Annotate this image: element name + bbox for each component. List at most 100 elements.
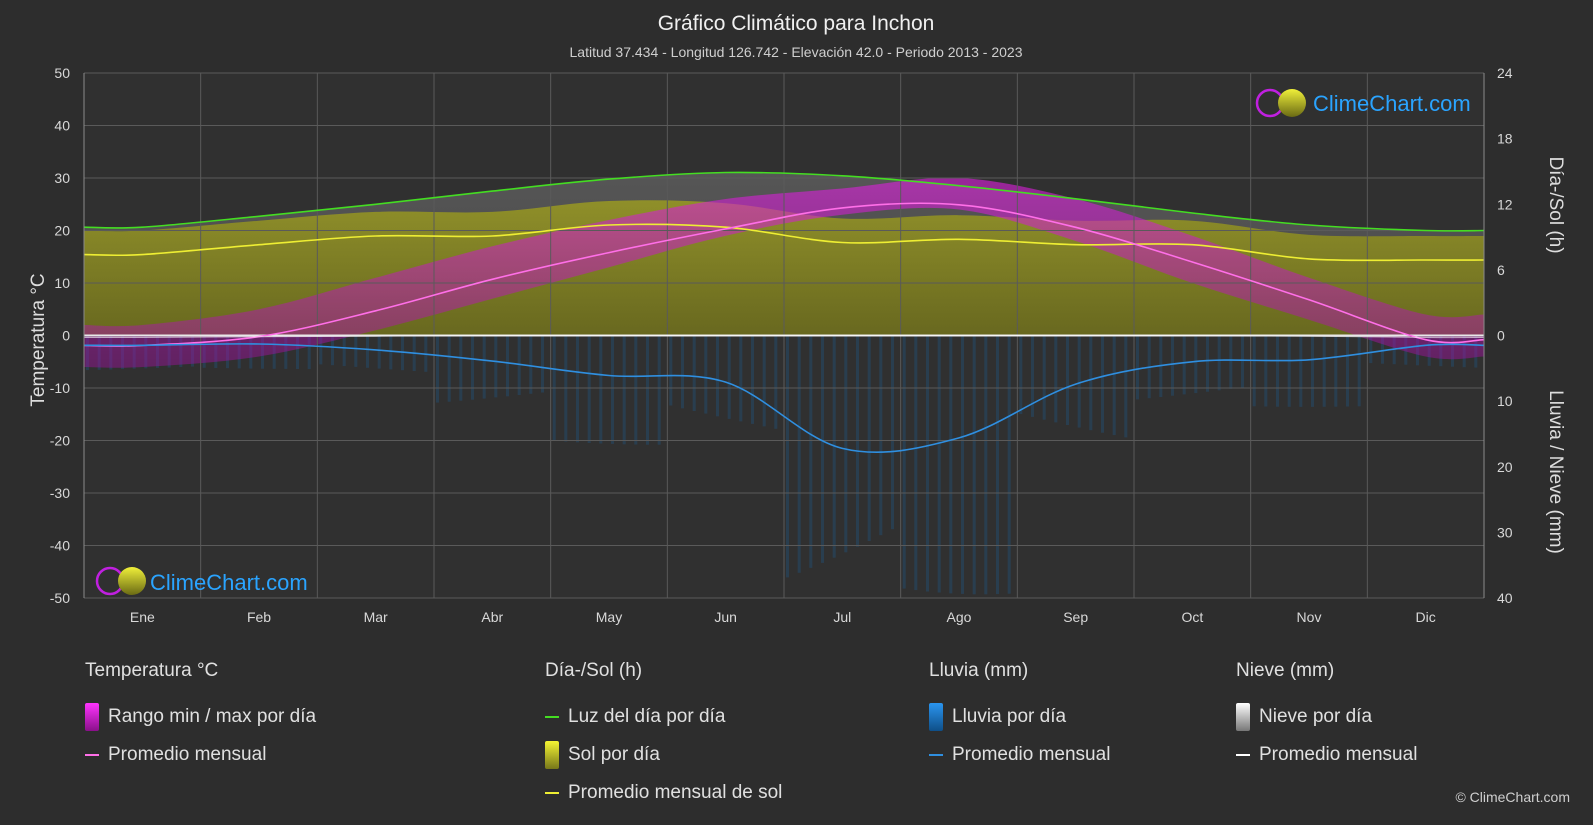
rain-day-bar bbox=[599, 335, 603, 444]
rain-day-bar bbox=[751, 335, 754, 424]
rain-day-bar bbox=[634, 335, 638, 445]
rain-day-bar bbox=[1217, 335, 1221, 391]
rain-day-bar bbox=[739, 335, 743, 422]
rain-day-bar bbox=[517, 335, 521, 395]
snow-avg-line bbox=[83, 334, 1485, 339]
logo-sun-icon bbox=[1278, 89, 1306, 117]
rain-day-bar bbox=[1182, 335, 1186, 395]
legend-item-rain-avg: Promedio mensual bbox=[929, 736, 1110, 774]
y-axis-right-top-label: Día-/Sol (h) bbox=[1545, 156, 1566, 253]
rain-day-bar bbox=[961, 335, 964, 594]
rain-day-bar bbox=[1042, 335, 1046, 420]
x-tick-month: Nov bbox=[1297, 609, 1322, 625]
y-axis-right-bottom-label: Lluvia / Nieve (mm) bbox=[1545, 390, 1566, 554]
rain-day-bar bbox=[949, 335, 953, 594]
rain-day-bar bbox=[342, 335, 346, 367]
rain-day-bar bbox=[622, 335, 626, 445]
rain-day-bar bbox=[436, 335, 439, 403]
rain-day-bar bbox=[657, 335, 661, 445]
sunshine-avg-line bbox=[83, 223, 1485, 262]
rain-day-bar bbox=[821, 335, 824, 563]
y-tick-left: 30 bbox=[54, 170, 70, 186]
legend-sun-title: Día-/Sol (h) bbox=[545, 660, 643, 681]
rain-day-bar bbox=[1101, 335, 1104, 433]
rain-day-bar bbox=[1019, 335, 1023, 415]
y-tick-right-hours: 12 bbox=[1497, 196, 1513, 212]
x-tick-month: Dic bbox=[1416, 609, 1436, 625]
rain-day-bar bbox=[902, 335, 906, 589]
rain-day-bar bbox=[1089, 335, 1093, 431]
y-tick-right-mm: 30 bbox=[1497, 524, 1513, 540]
legend-rain: Lluvia (mm) Lluvia por día Promedio mens… bbox=[929, 660, 1110, 774]
rain-day-bar bbox=[366, 335, 369, 368]
rain-day-bar bbox=[1346, 335, 1349, 407]
rain-day-bar bbox=[564, 335, 568, 442]
rain-day-bar bbox=[1054, 335, 1058, 423]
legend-label: Rango min / max por día bbox=[108, 706, 317, 727]
rain-day-bar bbox=[1066, 335, 1069, 425]
rain-day-bar bbox=[1264, 335, 1268, 407]
x-tick-month: Abr bbox=[481, 609, 503, 625]
rain-day-bar bbox=[296, 335, 299, 369]
temp-range-swatch bbox=[85, 703, 99, 731]
y-tick-right-hours: 18 bbox=[1497, 131, 1513, 147]
x-tick-month: Oct bbox=[1181, 609, 1203, 625]
rain-day-bar bbox=[377, 335, 381, 369]
rain-day-bar bbox=[984, 335, 988, 595]
rain-day-bar bbox=[996, 335, 999, 595]
rain-day-bar bbox=[506, 335, 509, 397]
legend-item-rain: Lluvia por día bbox=[929, 698, 1110, 736]
chart-title: Gráfico Climático para Inchon bbox=[658, 12, 935, 35]
rain-day-bar bbox=[914, 335, 918, 591]
legend-label: Nieve por día bbox=[1259, 706, 1373, 727]
rain-day-bar bbox=[727, 335, 731, 419]
rain-day-bar bbox=[891, 335, 894, 530]
rain-day-bar bbox=[1252, 335, 1256, 407]
daylight-line bbox=[83, 171, 1485, 232]
y-axis-left-label: Temperatura °C bbox=[28, 273, 49, 406]
legend-label: Promedio mensual bbox=[108, 744, 267, 765]
rain-day-bar bbox=[669, 335, 673, 406]
temp-avg-swatch bbox=[85, 754, 99, 756]
rain-day-bar bbox=[307, 335, 311, 370]
x-tick-month: Ene bbox=[130, 609, 155, 625]
rain-day-bar bbox=[1124, 335, 1128, 438]
temperature-avg-line bbox=[83, 202, 1485, 347]
y-tick-left: -30 bbox=[50, 485, 70, 501]
rain-day-bar bbox=[1206, 335, 1209, 392]
rain-day-bar bbox=[856, 335, 859, 547]
snow-swatch bbox=[1236, 703, 1250, 731]
rain-day-bar bbox=[646, 335, 649, 445]
rain-day-bar bbox=[1112, 335, 1116, 436]
y-tick-left: -20 bbox=[50, 433, 70, 449]
y-tick-left: 20 bbox=[54, 223, 70, 239]
sun-avg-swatch bbox=[545, 792, 559, 794]
y-tick-right-hours: 24 bbox=[1497, 65, 1513, 81]
rain-day-bar bbox=[529, 335, 533, 394]
x-tick-month: May bbox=[596, 609, 622, 625]
brand-logo-bottom: ClimeChart.com bbox=[95, 566, 308, 596]
legend-item-sun: Sol por día bbox=[545, 736, 782, 774]
rain-day-bar bbox=[681, 335, 684, 409]
rain-avg-swatch bbox=[929, 754, 943, 756]
rain-swatch bbox=[929, 703, 943, 731]
rain-day-bar bbox=[926, 335, 929, 592]
rain-day-bar bbox=[797, 335, 801, 573]
y-tick-left: -50 bbox=[50, 590, 70, 606]
rain-day-bar bbox=[389, 335, 393, 370]
legend-item-snow-avg: Promedio mensual bbox=[1236, 736, 1417, 774]
y-tick-left: 0 bbox=[62, 328, 70, 344]
x-tick-month: Ago bbox=[947, 609, 972, 625]
x-tick-month: Sep bbox=[1063, 609, 1088, 625]
y-tick-left: 50 bbox=[54, 65, 70, 81]
copyright-text: © ClimeChart.com bbox=[1455, 789, 1570, 805]
legend-temperature: Temperatura °C Rango min / max por día P… bbox=[85, 660, 316, 774]
legend-snow: Nieve (mm) Nieve por día Promedio mensua… bbox=[1236, 660, 1417, 774]
rain-day-bar bbox=[762, 335, 766, 427]
rain-day-bar bbox=[879, 335, 883, 536]
legend-item-daylight: Luz del día por día bbox=[545, 698, 782, 736]
rain-day-bar bbox=[867, 335, 871, 541]
rain-day-bar bbox=[716, 335, 719, 417]
brand-name-bottom: ClimeChart.com bbox=[150, 570, 308, 595]
